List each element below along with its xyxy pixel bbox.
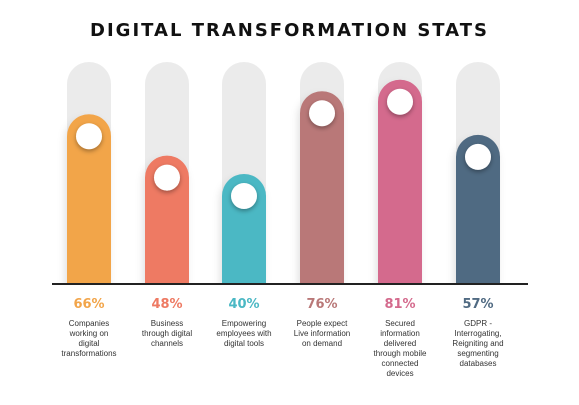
category-label-line: through mobile: [373, 349, 427, 358]
category-label: Companies working on digital transformation…: [46, 319, 132, 359]
value-label: 66%: [73, 297, 105, 312]
category-label-line: Business: [150, 319, 184, 328]
bar-marker-dot: [76, 123, 102, 150]
category-label-line: working on: [69, 329, 109, 338]
bar-marker-dot: [465, 143, 491, 170]
category-label: Secured information delivered through mobil…: [357, 319, 443, 379]
category-label-line: Secured: [385, 319, 415, 328]
bar: [456, 134, 500, 284]
category-label-line: Empowering: [221, 319, 267, 328]
category-label-line: devices: [386, 369, 414, 378]
value-label: 48%: [151, 297, 183, 312]
category-label-line: digital tools: [223, 339, 265, 348]
category-label: Empowering employees with digital tools: [201, 319, 287, 349]
category-label: Business through digital channels: [124, 319, 210, 349]
bar-marker-dot: [154, 164, 180, 191]
category-label-line: transformations: [61, 349, 117, 358]
category-label-line: through digital: [141, 329, 193, 338]
bar: [378, 79, 422, 284]
value-label: 76%: [306, 297, 338, 312]
baseline-cover: [0, 284, 579, 324]
category-label-line: information: [380, 329, 420, 338]
value-label: 40%: [228, 297, 260, 312]
chart-title: DIGITAL TRANSFORMATION STATS: [90, 20, 489, 41]
category-label-line: on demand: [301, 339, 343, 348]
category-label-line: Live information: [293, 329, 351, 338]
value-label: 57%: [462, 297, 494, 312]
category-label-line: Interrogating,: [454, 329, 502, 338]
category-label-line: Reigniting and: [452, 339, 504, 348]
bar-marker-dot: [387, 88, 413, 115]
bar-marker-dot: [231, 183, 257, 209]
bar: [145, 155, 189, 284]
category-label-line: People expect: [296, 319, 348, 328]
category-label-line: Companies: [68, 319, 110, 328]
value-label: 81%: [384, 297, 416, 312]
category-label-line: databases: [459, 359, 497, 368]
category-label: People expect Live information on demand: [279, 319, 365, 349]
category-label-line: channels: [150, 339, 184, 348]
category-label-line: GDPR -: [464, 319, 492, 328]
category-label: GDPR - Interrogating, Reigniting and segmen…: [435, 319, 521, 369]
category-label-line: segmenting: [457, 349, 499, 358]
category-label-line: digital: [78, 339, 100, 348]
bar: [300, 91, 344, 284]
category-label-line: employees with: [216, 329, 272, 338]
category-label-line: connected: [381, 359, 419, 368]
category-label-line: delivered: [383, 339, 417, 348]
bar: [67, 114, 111, 284]
bar-marker-dot: [309, 100, 335, 127]
